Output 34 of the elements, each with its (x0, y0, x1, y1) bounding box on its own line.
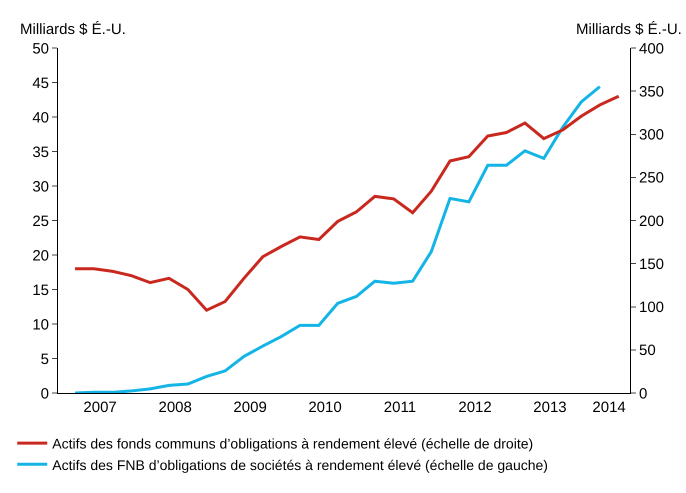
y2-tick-label: 300 (639, 126, 664, 144)
y-tick-label: 5 (40, 350, 49, 368)
y2-tick-label: 0 (639, 385, 648, 402)
x-tick-label: 2010 (308, 399, 342, 416)
x-tick-label: 2009 (233, 399, 267, 416)
x-tick-label: 2007 (83, 399, 117, 416)
y2-tick-label: 100 (639, 299, 664, 316)
y-tick-label: 10 (32, 316, 49, 334)
x-tick-label: 2014 (592, 399, 626, 416)
y-tick-label: 50 (32, 40, 49, 58)
y-axis-title: Milliards $ É.-U. (20, 20, 126, 38)
y2-tick-label: 150 (639, 256, 664, 273)
y-tick-label: 20 (32, 247, 49, 264)
y2-tick-label: 400 (639, 40, 664, 58)
y-tick-label: 0 (40, 385, 49, 402)
y-tick-label: 25 (32, 212, 49, 230)
y-tick-label: 45 (32, 74, 49, 92)
y-tick-label: 40 (32, 109, 49, 126)
x-tick-label: 2011 (384, 399, 416, 416)
y2-tick-label: 250 (639, 170, 664, 187)
x-tick-label: 2012 (458, 399, 492, 416)
y-tick-label: 15 (32, 282, 49, 299)
x-tick-label: 2013 (533, 399, 567, 416)
legend-label: Actifs des FNB d’obligations de sociétés à rendement élevé (échelle de gauche) (52, 456, 548, 473)
y2-axis-title: Milliards $ É.-U. (576, 20, 682, 38)
y-tick-label: 35 (32, 144, 49, 161)
line-series (74, 94, 620, 312)
y-tick-label: 30 (32, 178, 49, 196)
legend-label: Actifs des fonds communs d’obligations à rendement élevé (échelle de droite) (52, 436, 534, 452)
line-series (74, 85, 602, 393)
y2-tick-label: 50 (639, 342, 656, 360)
x-tick-label: 2008 (158, 399, 192, 416)
y2-tick-label: 200 (639, 212, 664, 230)
y2-tick-label: 350 (639, 83, 664, 100)
